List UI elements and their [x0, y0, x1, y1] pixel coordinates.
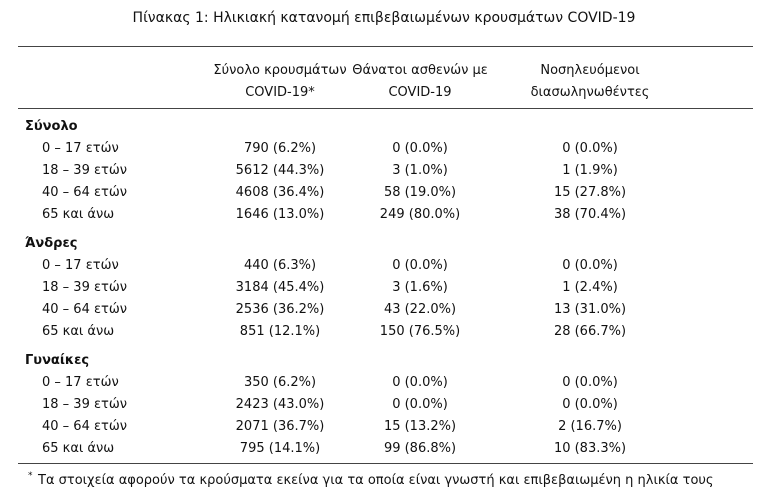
row-label: 40 – 64 ετών: [42, 302, 127, 317]
cell: 440 (6.3%): [243, 258, 317, 273]
cell: 0 (0.0%): [562, 141, 618, 156]
cell: 15 (27.8%): [553, 185, 627, 200]
cell: 795 (14.1%): [239, 441, 321, 456]
row-label: 18 – 39 ετών: [42, 163, 127, 178]
cell: 0 (0.0%): [392, 258, 448, 273]
row-label: 65 και άνω: [42, 324, 115, 339]
cell: 43 (22.0%): [383, 302, 457, 317]
cell: 15 (13.2%): [383, 419, 457, 434]
cell: 2 (16.7%): [558, 419, 622, 434]
row-label: 40 – 64 ετών: [42, 185, 127, 200]
cell: 3 (1.6%): [392, 280, 448, 295]
cell: 249 (80.0%): [379, 207, 461, 222]
cell: 2071 (36.7%): [235, 419, 325, 434]
cell: 2423 (43.0%): [235, 397, 325, 412]
column-header: Νοσηλευόμενοι: [540, 63, 640, 78]
footnote: Τα στοιχεία αφορούν τα κρούσματα εκείνα …: [38, 473, 714, 488]
cell: 1 (2.4%): [562, 280, 618, 295]
column-header: Σύνολο κρουσμάτων: [213, 63, 347, 78]
cell: 99 (86.8%): [383, 441, 457, 456]
cell: 851 (12.1%): [239, 324, 321, 339]
cell: 4608 (36.4%): [235, 185, 325, 200]
row-label: 0 – 17 ετών: [42, 141, 119, 156]
footnote-mark: *: [28, 471, 33, 481]
cell: 1 (1.9%): [562, 163, 618, 178]
row-label: 0 – 17 ετών: [42, 258, 119, 273]
cell: 5612 (44.3%): [235, 163, 325, 178]
cell: 790 (6.2%): [243, 141, 317, 156]
title: Πίνακας 1: Ηλικιακή κατανομή επιβεβαιωμέ…: [132, 10, 636, 26]
cell: 0 (0.0%): [392, 375, 448, 390]
cell: 3184 (45.4%): [235, 280, 325, 295]
row-label: 18 – 39 ετών: [42, 397, 127, 412]
cell: 0 (0.0%): [392, 141, 448, 156]
cell: 0 (0.0%): [562, 375, 618, 390]
cell: 0 (0.0%): [392, 397, 448, 412]
group-label: Άνδρες: [25, 236, 78, 251]
row-label: 40 – 64 ετών: [42, 419, 127, 434]
row-label: 0 – 17 ετών: [42, 375, 119, 390]
group-label: Σύνολο: [25, 119, 78, 134]
cell: 0 (0.0%): [562, 258, 618, 273]
cell: 13 (31.0%): [553, 302, 627, 317]
column-header: Θάνατοι ασθενών με: [352, 63, 488, 78]
cell: 3 (1.0%): [392, 163, 448, 178]
row-label: 65 και άνω: [42, 441, 115, 456]
column-header: COVID-19: [388, 85, 452, 100]
row-label: 18 – 39 ετών: [42, 280, 127, 295]
cell: 58 (19.0%): [383, 185, 457, 200]
cell: 10 (83.3%): [553, 441, 627, 456]
table-bottom-rule: [18, 463, 753, 464]
header-top-rule: [18, 46, 753, 47]
cell: 150 (76.5%): [379, 324, 461, 339]
header-bottom-rule: [18, 108, 753, 109]
row-label: 65 και άνω: [42, 207, 115, 222]
column-header: διασωληνωθέντες: [530, 85, 650, 100]
cell: 1646 (13.0%): [235, 207, 325, 222]
cell: 350 (6.2%): [243, 375, 317, 390]
cell: 2536 (36.2%): [235, 302, 325, 317]
cell: 38 (70.4%): [553, 207, 627, 222]
group-label: Γυναίκες: [25, 353, 90, 368]
column-header: COVID-19*: [245, 85, 315, 100]
cell: 0 (0.0%): [562, 397, 618, 412]
cell: 28 (66.7%): [553, 324, 627, 339]
